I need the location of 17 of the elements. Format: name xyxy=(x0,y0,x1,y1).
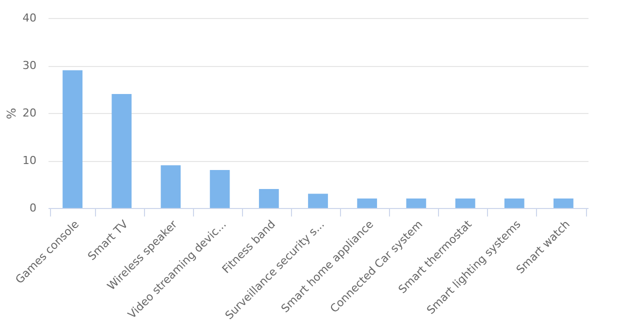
bar xyxy=(455,198,476,208)
y-tick-label: 40 xyxy=(22,12,36,24)
y-tick-label: 0 xyxy=(30,202,36,214)
bar xyxy=(258,189,279,208)
y-tick-label: 30 xyxy=(22,59,36,72)
bar xyxy=(357,198,378,208)
bar xyxy=(406,198,426,208)
y-tick-label: 20 xyxy=(22,106,36,120)
bar xyxy=(504,198,524,208)
bar xyxy=(112,94,132,208)
y-axis-title: % xyxy=(4,108,19,120)
bar xyxy=(210,170,230,208)
bar xyxy=(62,70,82,208)
bar xyxy=(308,194,328,208)
bar xyxy=(160,165,181,208)
bar xyxy=(554,198,574,208)
y-tick-label: 10 xyxy=(22,154,36,167)
